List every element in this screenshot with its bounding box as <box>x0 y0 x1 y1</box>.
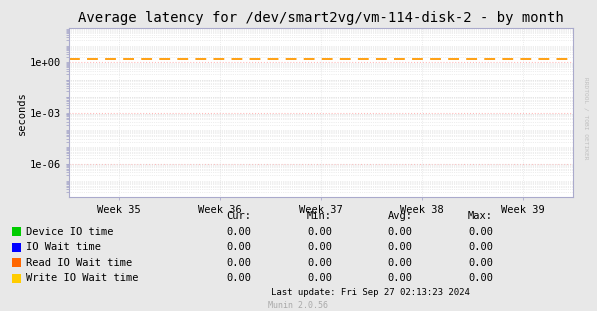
Text: Min:: Min: <box>307 211 332 221</box>
Text: 0.00: 0.00 <box>387 242 413 252</box>
Text: Last update: Fri Sep 27 02:13:23 2024: Last update: Fri Sep 27 02:13:23 2024 <box>270 289 470 297</box>
Text: 0.00: 0.00 <box>226 273 251 283</box>
Text: 0.00: 0.00 <box>226 227 251 237</box>
Text: 0.00: 0.00 <box>468 273 493 283</box>
Text: Cur:: Cur: <box>226 211 251 221</box>
Text: Avg:: Avg: <box>387 211 413 221</box>
Text: 0.00: 0.00 <box>226 242 251 252</box>
Text: 0.00: 0.00 <box>226 258 251 268</box>
Text: 0.00: 0.00 <box>387 273 413 283</box>
Text: Read IO Wait time: Read IO Wait time <box>26 258 132 268</box>
Text: Device IO time: Device IO time <box>26 227 113 237</box>
Text: 0.00: 0.00 <box>468 242 493 252</box>
Title: Average latency for /dev/smart2vg/vm-114-disk-2 - by month: Average latency for /dev/smart2vg/vm-114… <box>78 12 564 26</box>
Text: 0.00: 0.00 <box>307 227 332 237</box>
Y-axis label: seconds: seconds <box>17 91 27 135</box>
Text: 0.00: 0.00 <box>387 258 413 268</box>
Text: Max:: Max: <box>468 211 493 221</box>
Text: 0.00: 0.00 <box>387 227 413 237</box>
Text: 0.00: 0.00 <box>307 258 332 268</box>
Text: Write IO Wait time: Write IO Wait time <box>26 273 138 283</box>
Text: 0.00: 0.00 <box>307 242 332 252</box>
Text: RRDTOOL / TOBI OETIKER: RRDTOOL / TOBI OETIKER <box>583 77 588 160</box>
Text: 0.00: 0.00 <box>468 227 493 237</box>
Text: 0.00: 0.00 <box>468 258 493 268</box>
Text: Munin 2.0.56: Munin 2.0.56 <box>269 301 328 310</box>
Text: 0.00: 0.00 <box>307 273 332 283</box>
Text: IO Wait time: IO Wait time <box>26 242 101 252</box>
